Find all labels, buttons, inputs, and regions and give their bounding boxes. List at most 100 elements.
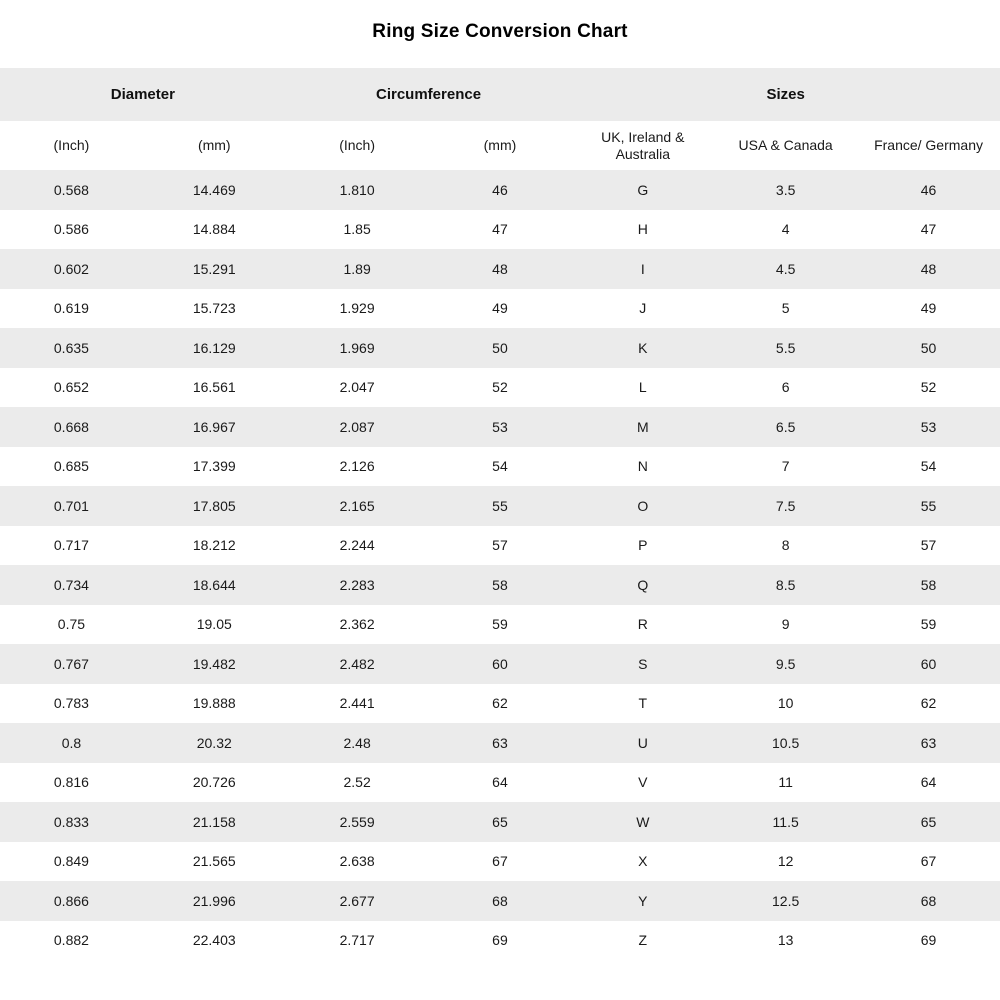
cell-circumference-mm: 63 xyxy=(492,734,508,751)
group-header-row: Diameter Circumference Sizes xyxy=(0,68,1000,121)
column-header-uk-ireland-australia: UK, Ireland & Australia xyxy=(571,121,715,170)
cell-usa-canada: 5.5 xyxy=(775,339,796,356)
cell-diameter-inch: 0.866 xyxy=(53,892,89,909)
cell-usa-canada: 7 xyxy=(781,458,790,475)
cell-circumference-inch: 1.810 xyxy=(339,181,375,198)
table-row: 0.717 18.212 2.244 57 P 8 57 xyxy=(0,525,1000,565)
cell-diameter-inch: 0.668 xyxy=(53,418,89,435)
cell-diameter-mm: 15.723 xyxy=(192,300,236,317)
table-row: 0.75 19.05 2.362 59 R 9 59 xyxy=(0,604,1000,644)
cell-usa-canada: 6.5 xyxy=(775,418,796,435)
cell-france-germany: 59 xyxy=(920,616,937,633)
cell-circumference-inch: 2.717 xyxy=(339,932,375,949)
cell-usa-canada: 10 xyxy=(777,695,794,712)
cell-france-germany: 69 xyxy=(920,932,937,949)
group-header-circumference: Circumference xyxy=(285,68,572,121)
cell-usa-canada: 8.5 xyxy=(775,576,796,593)
cell-uk-ireland-australia: W xyxy=(636,813,650,830)
cell-diameter-inch: 0.586 xyxy=(53,221,89,238)
cell-diameter-inch: 0.635 xyxy=(53,339,89,356)
cell-diameter-inch: 0.652 xyxy=(53,379,89,396)
cell-diameter-mm: 20.32 xyxy=(196,734,232,751)
column-header-circumference-mm: (mm) xyxy=(428,121,572,170)
cell-circumference-inch: 2.362 xyxy=(339,616,375,633)
cell-uk-ireland-australia: N xyxy=(637,458,648,475)
cell-circumference-mm: 48 xyxy=(492,260,508,277)
cell-usa-canada: 13 xyxy=(777,932,794,949)
cell-france-germany: 63 xyxy=(920,734,937,751)
cell-circumference-inch: 2.165 xyxy=(339,497,375,514)
cell-circumference-inch: 2.126 xyxy=(339,458,375,475)
cell-uk-ireland-australia: K xyxy=(638,339,648,356)
cell-circumference-inch: 1.929 xyxy=(339,300,375,317)
table-row: 0.568 14.469 1.810 46 G 3.5 46 xyxy=(0,170,1000,210)
cell-usa-canada: 11 xyxy=(778,774,793,791)
cell-usa-canada: 4.5 xyxy=(775,260,796,277)
table-row: 0.602 15.291 1.89 48 I 4.5 48 xyxy=(0,249,1000,289)
cell-circumference-inch: 2.52 xyxy=(343,774,371,791)
cell-uk-ireland-australia: I xyxy=(640,260,645,277)
table-row: 0.866 21.996 2.677 68 Y 12.5 68 xyxy=(0,881,1000,921)
cell-france-germany: 55 xyxy=(920,497,937,514)
column-header-diameter-mm: (mm) xyxy=(142,121,286,170)
cell-diameter-mm: 19.888 xyxy=(192,695,236,712)
cell-france-germany: 64 xyxy=(920,774,937,791)
group-header-diameter: Diameter xyxy=(0,68,286,121)
cell-france-germany: 54 xyxy=(920,458,937,475)
cell-circumference-mm: 53 xyxy=(492,418,508,435)
table-row: 0.734 18.644 2.283 58 Q 8.5 58 xyxy=(0,565,1000,605)
cell-diameter-mm: 14.469 xyxy=(192,181,236,198)
table-header: Diameter Circumference Sizes (Inch) (mm) (In… xyxy=(0,68,1000,170)
table-row: 0.668 16.967 2.087 53 M 6.5 53 xyxy=(0,407,1000,447)
cell-uk-ireland-australia: X xyxy=(638,853,648,870)
cell-usa-canada: 11.5 xyxy=(772,813,799,830)
cell-france-germany: 46 xyxy=(920,181,937,198)
table-row: 0.882 22.403 2.717 69 Z 13 69 xyxy=(0,920,1000,960)
cell-diameter-inch: 0.734 xyxy=(53,576,89,593)
cell-diameter-inch: 0.568 xyxy=(53,181,89,198)
cell-uk-ireland-australia: G xyxy=(637,181,649,198)
cell-diameter-inch: 0.685 xyxy=(53,458,89,475)
cell-france-germany: 57 xyxy=(920,537,937,554)
cell-circumference-mm: 46 xyxy=(492,181,508,198)
table-row: 0.652 16.561 2.047 52 L 6 52 xyxy=(0,367,1000,407)
cell-circumference-mm: 59 xyxy=(492,616,508,633)
cell-usa-canada: 8 xyxy=(781,537,790,554)
cell-uk-ireland-australia: S xyxy=(638,655,648,672)
table-row: 0.816 20.726 2.52 64 V 11 64 xyxy=(0,762,1000,802)
cell-circumference-mm: 62 xyxy=(492,695,508,712)
cell-circumference-mm: 57 xyxy=(492,537,508,554)
cell-diameter-mm: 18.212 xyxy=(192,537,236,554)
cell-france-germany: 48 xyxy=(920,260,937,277)
cell-usa-canada: 4 xyxy=(781,221,790,238)
cell-circumference-inch: 2.441 xyxy=(339,695,375,712)
cell-diameter-mm: 21.996 xyxy=(192,892,236,909)
cell-diameter-mm: 14.884 xyxy=(192,221,236,238)
cell-uk-ireland-australia: M xyxy=(636,418,649,435)
cell-usa-canada: 3.5 xyxy=(775,181,796,198)
cell-diameter-mm: 19.482 xyxy=(192,655,236,672)
table-row: 0.635 16.129 1.969 50 K 5.5 50 xyxy=(0,328,1000,368)
cell-diameter-mm: 17.805 xyxy=(192,497,236,514)
cell-uk-ireland-australia: P xyxy=(638,537,648,554)
table-row: 0.619 15.723 1.929 49 J 5 49 xyxy=(0,288,1000,328)
cell-circumference-inch: 2.638 xyxy=(339,853,375,870)
cell-france-germany: 62 xyxy=(920,695,937,712)
cell-circumference-inch: 2.559 xyxy=(339,813,375,830)
cell-diameter-inch: 0.849 xyxy=(53,853,89,870)
cell-diameter-mm: 20.726 xyxy=(192,774,236,791)
cell-diameter-mm: 22.403 xyxy=(192,932,236,949)
cell-diameter-mm: 18.644 xyxy=(192,576,236,593)
cell-diameter-inch: 0.717 xyxy=(53,537,89,554)
cell-circumference-mm: 64 xyxy=(492,774,508,791)
cell-uk-ireland-australia: Y xyxy=(638,892,648,909)
cell-circumference-mm: 52 xyxy=(492,379,508,396)
cell-circumference-inch: 1.969 xyxy=(339,339,375,356)
table-row: 0.8 20.32 2.48 63 U 10.5 63 xyxy=(0,723,1000,763)
cell-diameter-inch: 0.701 xyxy=(53,497,89,514)
cell-france-germany: 52 xyxy=(920,379,937,396)
cell-circumference-mm: 49 xyxy=(492,300,508,317)
column-header-usa-canada: USA & Canada xyxy=(714,121,858,170)
cell-diameter-inch: 0.619 xyxy=(53,300,89,317)
cell-usa-canada: 12 xyxy=(777,853,794,870)
